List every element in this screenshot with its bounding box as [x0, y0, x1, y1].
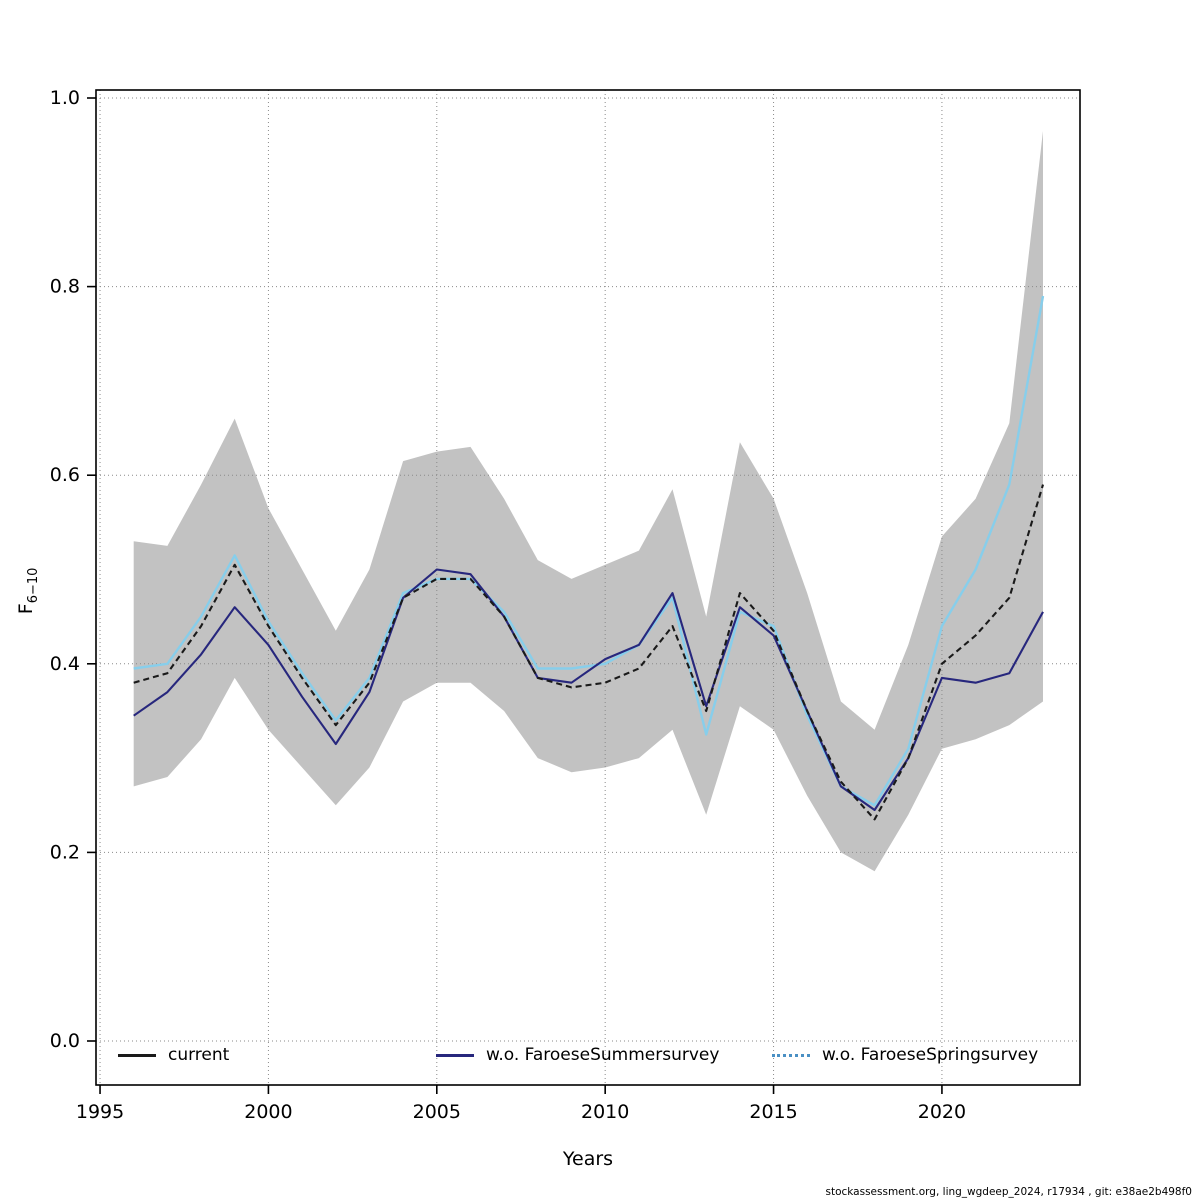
stockassessment-footer-text: stockassessment.org, ling_wgdeep_2024, r…: [825, 1186, 1193, 1198]
axes: 1995 2000 2005 2010 2015 2020 0.0 0.2 0.4 0.6 0.8 1…: [50, 87, 966, 1123]
y-tick-label: 0.6: [50, 464, 80, 486]
legend-label-wo-faroesespringsurvey: w.o. FaroeseSpringsurvey: [822, 1045, 1039, 1065]
legend-item-wo-faroesesummersurvey: w.o. FaroeseSummersurvey: [436, 1042, 719, 1068]
legend-line-current: [118, 1053, 156, 1057]
x-tick-label: 2005: [413, 1101, 461, 1123]
x-tick-label: 2010: [581, 1101, 629, 1123]
gridlines: [96, 90, 1080, 1085]
x-tick-label: 2015: [749, 1101, 797, 1123]
x-tick-label: 1995: [76, 1101, 124, 1123]
plot-border: [95, 89, 1081, 1086]
y-tick-label: 0.8: [50, 276, 80, 298]
y-axis-label: F6−10: [15, 567, 41, 615]
y-tick-label: 0.2: [50, 841, 80, 863]
x-tick-label: 2020: [918, 1101, 966, 1123]
series-line-w-o-faroesesummersurvey: [133, 568, 1044, 812]
legend-line-wo-faroesesummersurvey: [436, 1053, 474, 1057]
x-tick-label: 2000: [244, 1101, 292, 1123]
series-line-w-o-faroesespringsurvey: [133, 295, 1045, 807]
legend-label-current: current: [168, 1045, 230, 1065]
chart-legend: current w.o. FaroeseSummersurvey w.o. Fa…: [0, 1042, 1200, 1070]
legend-item-current: current: [118, 1042, 229, 1068]
x-axis-label: Years: [562, 1148, 614, 1170]
legend-item-wo-faroesespringsurvey: w.o. FaroeseSpringsurvey: [772, 1042, 1038, 1068]
legend-label-wo-faroesesummersurvey: w.o. FaroeseSummersurvey: [486, 1045, 720, 1065]
y-tick-label: 1.0: [50, 87, 80, 109]
legend-line-wo-faroesespringsurvey: [772, 1053, 810, 1057]
y-tick-label: 0.0: [50, 1030, 80, 1052]
current-confidence-band: [133, 131, 1043, 872]
series-line-current: [133, 484, 1045, 821]
y-tick-label: 0.4: [50, 653, 80, 675]
